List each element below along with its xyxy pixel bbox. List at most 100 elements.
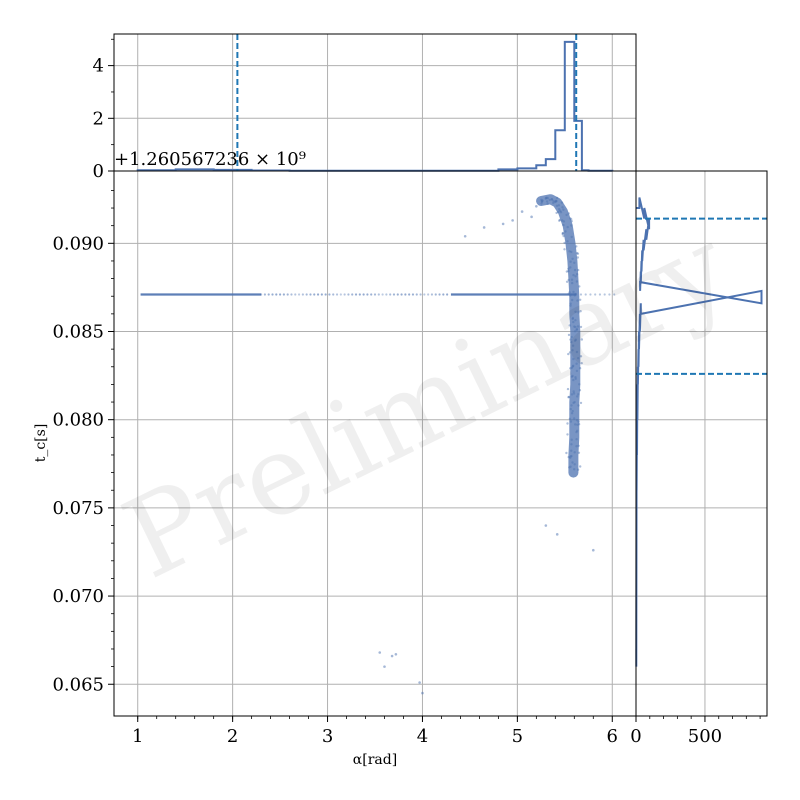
- scatter-point: [572, 364, 575, 367]
- scatter-band-point: [290, 293, 293, 296]
- scatter-band-point: [297, 293, 301, 296]
- scatter-band-point: [423, 293, 426, 296]
- scatter-band-point: [305, 293, 308, 296]
- scatter-point: [555, 196, 559, 200]
- scatter-point: [574, 275, 577, 278]
- scatter-point: [566, 433, 569, 436]
- x-tick-label: 5: [512, 726, 523, 747]
- scatter-band-point: [446, 293, 449, 296]
- scatter-band-point: [328, 293, 331, 296]
- scatter-band-point: [411, 293, 415, 296]
- scatter-outlier-point: [418, 681, 421, 684]
- scatter-point: [569, 217, 572, 220]
- scatter-point: [575, 328, 578, 331]
- scatter-point: [576, 252, 580, 255]
- scatter-point: [545, 196, 548, 199]
- scatter-band-point: [370, 293, 373, 296]
- scatter-point: [561, 232, 565, 235]
- scatter-outlier-point: [501, 222, 505, 226]
- x-axis-label: α[rad]: [353, 752, 397, 768]
- scatter-point: [544, 197, 547, 200]
- scatter-point: [570, 412, 574, 415]
- scatter-point: [576, 423, 579, 426]
- scatter-point: [567, 212, 570, 215]
- scatter-point: [570, 340, 573, 344]
- scatter-point: [568, 417, 572, 420]
- y-tick-label: 0.065: [52, 674, 104, 695]
- scatter-band-point: [396, 293, 399, 296]
- scatter-band-point: [320, 293, 323, 296]
- scatter-point: [570, 235, 573, 239]
- y-tick-label: 0.090: [52, 233, 104, 254]
- scatter-point: [571, 316, 575, 320]
- scatter-point: [578, 389, 582, 392]
- scatter-point: [578, 285, 581, 288]
- scatter-point: [573, 468, 576, 471]
- scatter-band-point: [419, 293, 422, 296]
- scatter-point: [552, 199, 555, 203]
- scatter-point: [567, 333, 571, 337]
- top-panel-bg: [114, 34, 636, 171]
- scatter-band-point: [260, 293, 263, 296]
- scatter-band-point: [362, 293, 365, 296]
- scatter-point: [563, 248, 566, 251]
- scatter-point: [579, 465, 582, 468]
- scatter-point: [569, 266, 572, 269]
- scatter-band-point: [438, 293, 441, 296]
- scatter-point: [567, 455, 570, 459]
- scatter-point: [550, 198, 554, 201]
- scatter-band-point: [377, 293, 380, 296]
- scatter-point: [561, 219, 564, 222]
- scatter-point: [554, 200, 558, 203]
- scatter-band-point: [343, 293, 346, 296]
- scatter-point: [573, 325, 576, 328]
- top-axes-frame: [113, 33, 637, 172]
- scatter-band-point: [381, 293, 384, 296]
- scatter-point: [569, 294, 572, 297]
- scatter-band-point: [358, 293, 361, 296]
- scatter-point: [576, 468, 580, 471]
- scatter-point: [567, 395, 571, 399]
- scatter-point: [565, 270, 569, 273]
- y-tick-label: 0.070: [52, 586, 104, 607]
- scatter-point: [565, 451, 568, 455]
- scatter-point: [577, 311, 580, 314]
- scatter-point: [570, 278, 574, 281]
- scatter-point: [558, 218, 562, 222]
- scatter-point: [559, 209, 562, 212]
- scatter-band-point: [392, 293, 396, 296]
- right-axes-frame: [635, 170, 768, 717]
- scatter-band-point: [332, 293, 335, 296]
- scatter-point: [572, 290, 575, 294]
- scatter-point: [555, 199, 558, 203]
- scatter-band-point: [354, 293, 358, 296]
- scatter-point: [570, 250, 573, 254]
- scatter-point: [565, 280, 569, 283]
- scatter-band-point: [400, 293, 403, 296]
- scatter-point: [561, 233, 564, 236]
- scatter-point: [550, 197, 553, 201]
- scatter-point: [577, 451, 581, 454]
- scatter-point: [554, 199, 558, 202]
- scatter-point: [571, 374, 574, 378]
- scatter-point: [569, 465, 572, 468]
- scatter-point: [573, 339, 577, 342]
- scatter-point: [567, 396, 570, 399]
- y-tick-label: 0.085: [52, 322, 104, 343]
- scatter-point: [568, 291, 571, 294]
- scatter-point: [579, 298, 582, 301]
- right-histogram-panel: 0 500: [630, 170, 768, 747]
- scatter-point: [572, 392, 576, 395]
- scatter-point: [569, 338, 572, 341]
- scatter-band-point: [286, 293, 289, 296]
- scatter-point: [571, 257, 574, 260]
- y-tick-label: 0.075: [52, 498, 104, 519]
- scatter-point: [567, 269, 570, 273]
- scatter-point: [571, 409, 574, 413]
- scatter-point: [577, 393, 580, 396]
- scatter-band-point: [385, 293, 388, 296]
- scatter-point: [563, 241, 566, 245]
- scatter-band-point: [366, 293, 369, 296]
